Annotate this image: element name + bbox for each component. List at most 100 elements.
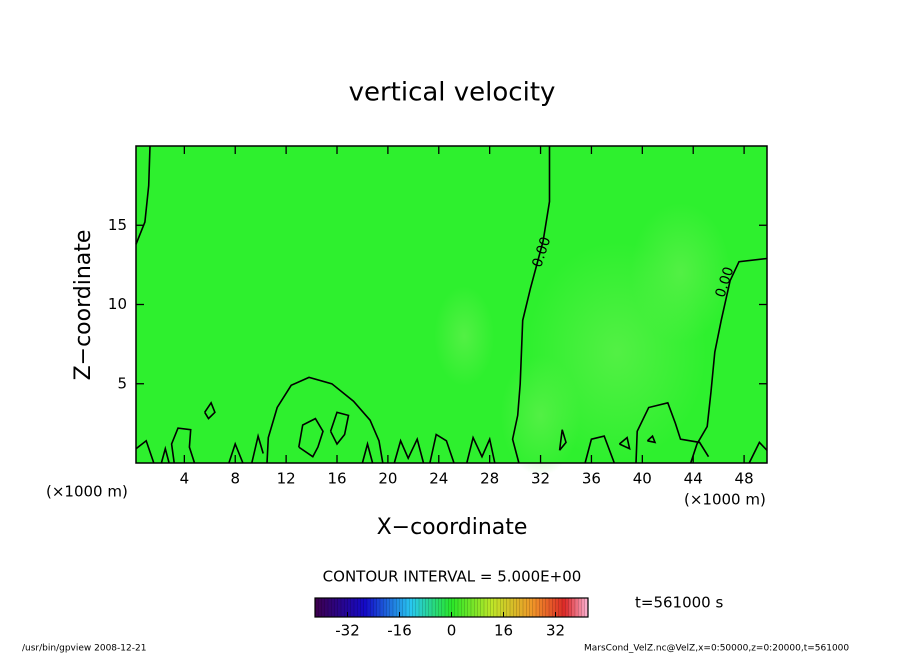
y-axis-label: Z−coordinate — [71, 230, 96, 381]
x-tick-label: 40 — [633, 470, 652, 488]
colorbar-tick-label: 0 — [447, 622, 457, 640]
colorbar-cell — [539, 598, 543, 617]
x-tick-label: 24 — [429, 470, 448, 488]
colorbar-cell — [432, 598, 436, 617]
colorbar-cell — [474, 598, 478, 617]
field-shade — [630, 202, 731, 343]
contour-line — [618, 436, 631, 451]
x-tick-label: 44 — [684, 470, 703, 488]
colorbar-cell — [399, 598, 404, 617]
colorbar-cell — [487, 598, 491, 617]
colorbar-cell — [451, 598, 456, 617]
contour-interval: CONTOUR INTERVAL = 5.000E+00 — [323, 568, 582, 586]
colorbar-cell — [545, 598, 550, 617]
colorbar-cell — [383, 598, 387, 617]
colorbar-cell — [402, 598, 407, 617]
contour-line — [689, 257, 768, 464]
x-tick-label: 36 — [582, 470, 601, 488]
y-tick-label: 10 — [108, 295, 127, 313]
colorbar-cell — [581, 598, 586, 617]
colorbar-cell — [363, 598, 368, 617]
colorbar-cell — [516, 598, 521, 617]
colorbar-cell — [445, 598, 449, 617]
colorbar-cell — [396, 598, 400, 617]
colorbar-tick-label: -32 — [335, 622, 360, 640]
x-tick-label: 32 — [531, 470, 550, 488]
x-tick-label: 8 — [230, 470, 240, 488]
colorbar-cell — [334, 598, 339, 617]
colorbar-cell — [480, 598, 485, 617]
contour-line — [170, 427, 196, 464]
colorbar-cell — [370, 598, 374, 617]
time-label: t=561000 s — [635, 594, 723, 612]
field-shade — [434, 286, 495, 387]
x-tick-label: 20 — [378, 470, 397, 488]
x-tick-label: 28 — [480, 470, 499, 488]
contour-line — [135, 439, 155, 464]
chart-title: vertical velocity — [349, 78, 556, 108]
x-tick-label: 48 — [735, 470, 754, 488]
contour-line — [266, 376, 384, 464]
contour-line — [329, 411, 350, 446]
colorbar-cell — [571, 598, 576, 617]
colorbar-tick-label: -16 — [387, 622, 412, 640]
colorbar-cell — [448, 598, 452, 617]
colorbar-cell — [578, 598, 582, 617]
colorbar-cell — [344, 598, 348, 617]
colorbar-cell — [435, 598, 439, 617]
x-unit: (×1000 m) — [684, 491, 766, 509]
footer: /usr/bin/gpview 2008-12-21 — [22, 644, 146, 654]
colorbar-cell — [350, 598, 355, 617]
colorbar-cell — [389, 598, 394, 617]
colorbar-cell — [331, 598, 335, 617]
colorbar-cell — [428, 598, 433, 617]
colorbar-cell — [360, 598, 365, 617]
contour-line — [228, 441, 244, 464]
colorbar-cell — [337, 598, 342, 617]
colorbar-cell — [542, 598, 547, 617]
colorbar-cell — [419, 598, 423, 617]
contour-line — [558, 429, 567, 451]
x-unit: (×1000 m) — [46, 483, 128, 501]
colorbar-cell — [458, 598, 462, 617]
colorbar-cell — [422, 598, 426, 617]
contour-line — [298, 417, 324, 458]
colorbar-cell — [500, 598, 504, 617]
contour-line — [584, 435, 616, 464]
colorbar-cell — [575, 598, 579, 617]
colorbar-cell — [376, 598, 381, 617]
colorbar-cell — [393, 598, 397, 617]
colorbar-cell — [454, 598, 459, 617]
contour-line — [361, 440, 374, 464]
colorbar-cell — [532, 598, 537, 617]
colorbar-cell — [324, 598, 329, 617]
colorbar-cell — [484, 598, 488, 617]
contour-line — [160, 445, 170, 464]
contour-line — [646, 434, 657, 444]
colorbar-cell — [565, 598, 569, 617]
colorbar-cell — [503, 598, 508, 617]
x-tick-label: 12 — [277, 470, 296, 488]
y-tick-label: 5 — [117, 374, 127, 392]
contour-line — [466, 435, 496, 464]
colorbar-cell — [315, 598, 319, 617]
colorbar-cell — [438, 598, 443, 617]
colorbar-cell — [409, 598, 413, 617]
colorbar-cell — [415, 598, 420, 617]
x-tick-label: 16 — [327, 470, 346, 488]
colorbar-cell — [386, 598, 391, 617]
colorbar-cell — [354, 598, 358, 617]
colorbar-cell — [461, 598, 465, 617]
x-tick-label: 4 — [180, 470, 190, 488]
y-tick-label: 15 — [108, 216, 127, 234]
colorbar-cell — [584, 598, 589, 617]
colorbar-cell — [562, 598, 566, 617]
colorbar-tick-label: 32 — [546, 622, 565, 640]
footer: MarsCond_VelZ.nc@VelZ,x=0:50000,z=0:2000… — [584, 644, 849, 654]
colorbar-cell — [425, 598, 430, 617]
colorbar-cell — [318, 598, 322, 617]
colorbar-tick-label: 16 — [494, 622, 513, 640]
contour-line — [748, 441, 768, 464]
colorbar-cell — [464, 598, 469, 617]
